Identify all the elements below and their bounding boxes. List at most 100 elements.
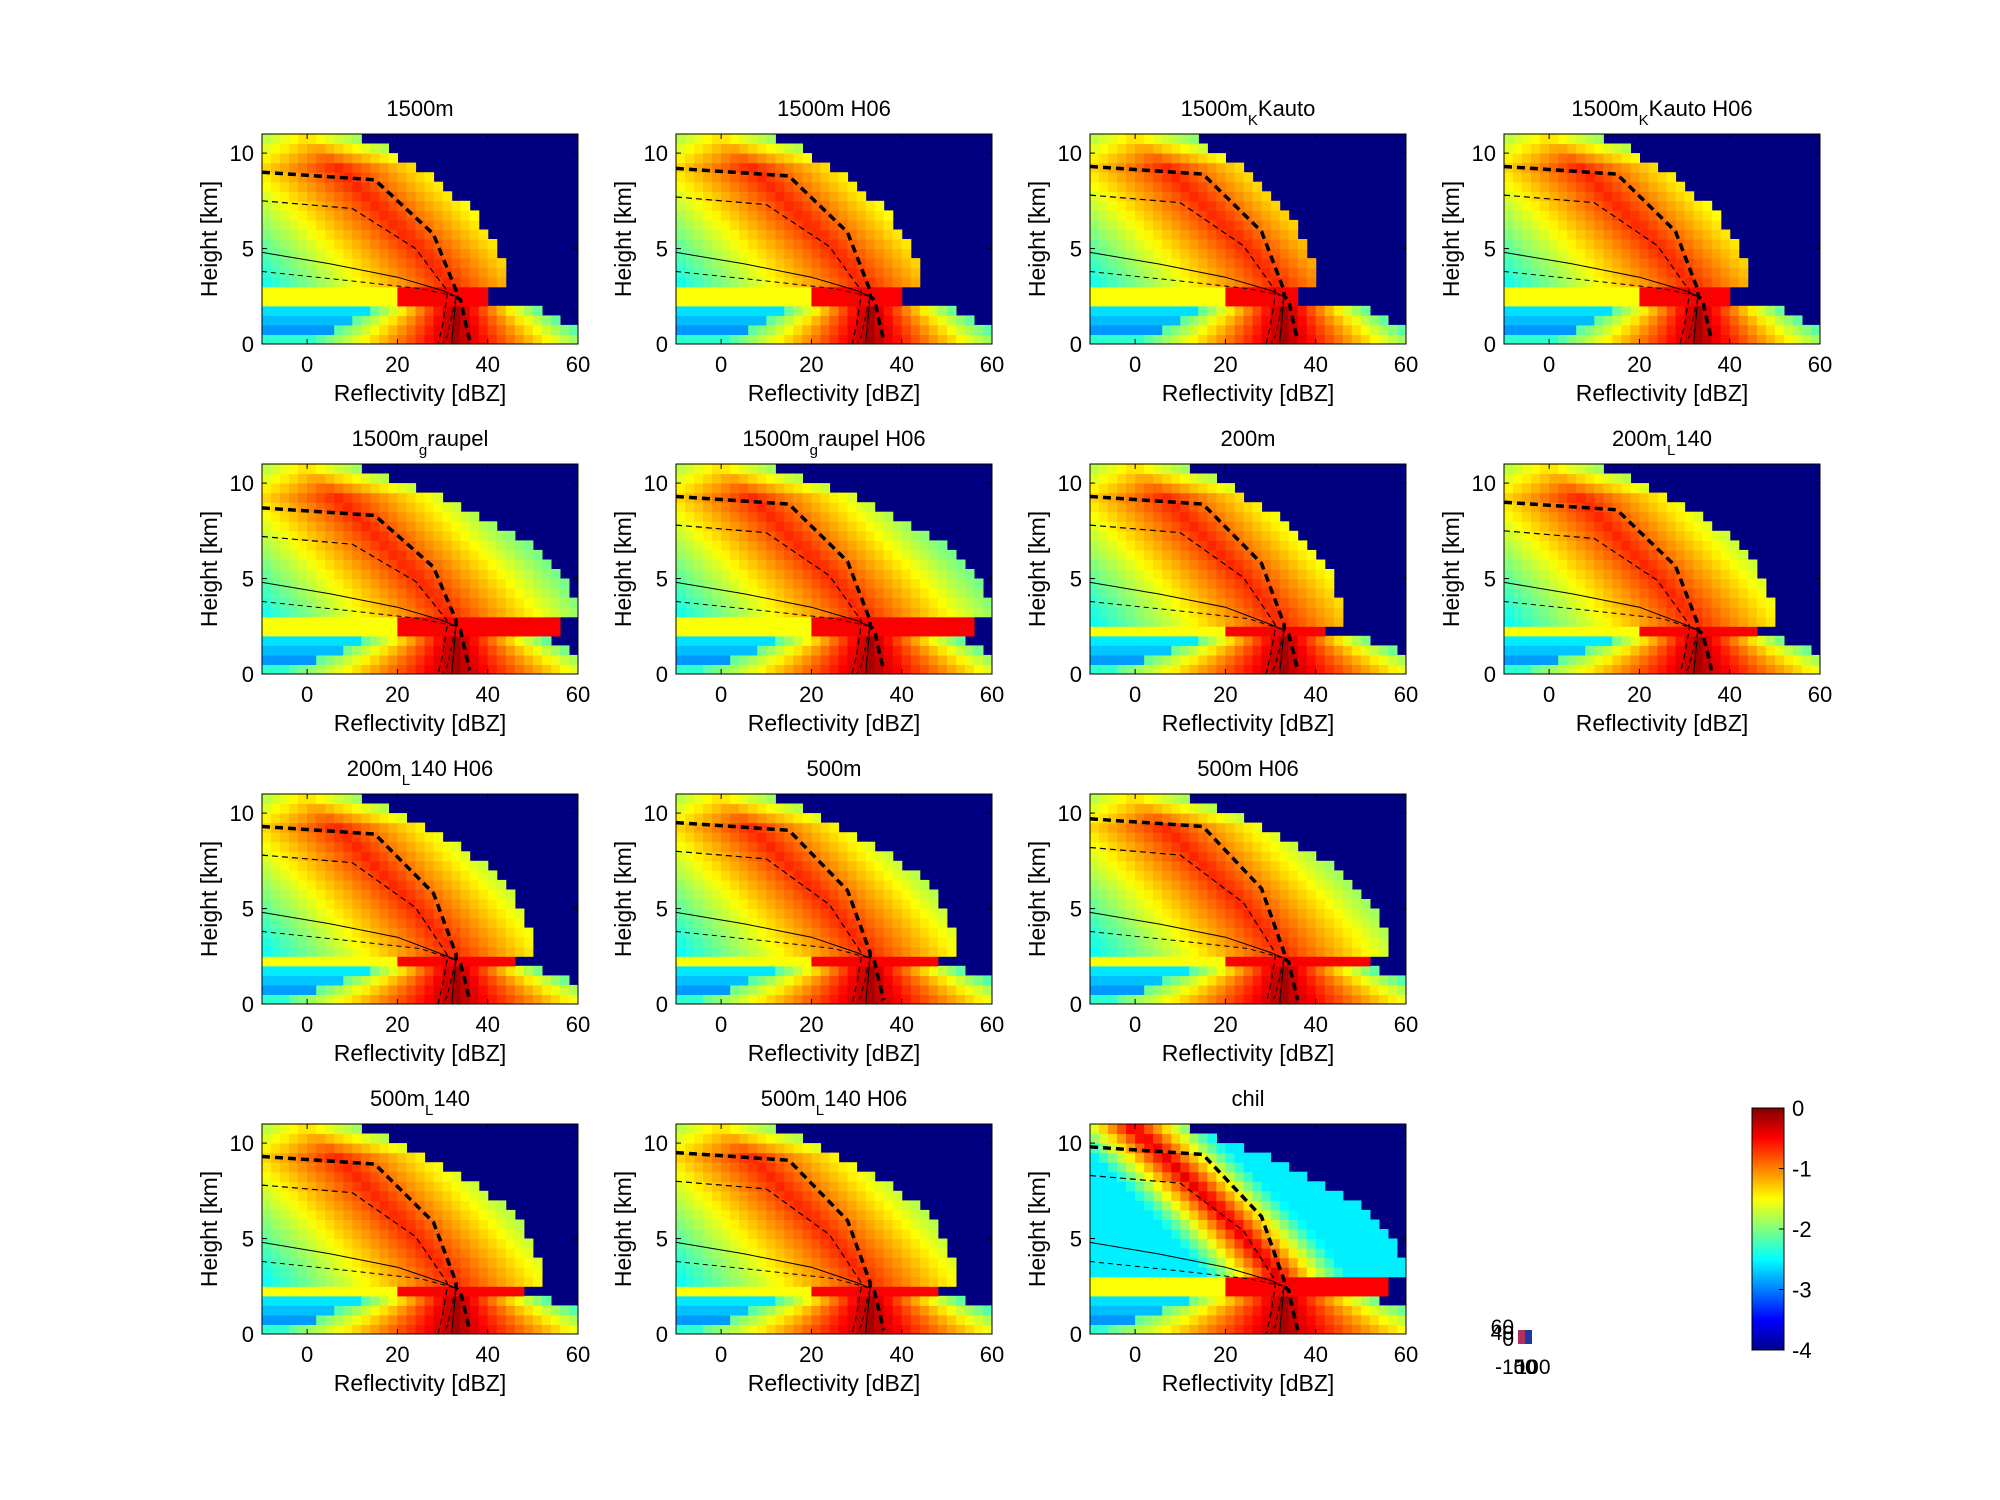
heatmap-cell — [1747, 578, 1758, 589]
heatmap-cell — [1540, 143, 1550, 154]
heatmap-cell — [1225, 229, 1235, 240]
heatmap-cell — [748, 143, 758, 154]
heatmap-cell — [1198, 473, 1208, 484]
heatmap-cell — [1513, 502, 1523, 513]
heatmap-cell — [1648, 502, 1659, 513]
heatmap-cell — [1567, 334, 1577, 344]
heatmap-cell — [1531, 134, 1541, 145]
heatmap-cell — [937, 616, 948, 627]
heatmap-cell — [721, 334, 731, 344]
heatmap-cell — [1243, 219, 1254, 230]
heatmap-cell — [406, 162, 417, 173]
heatmap-cell — [1540, 334, 1550, 344]
heatmap-cell — [829, 172, 840, 183]
heatmap-cell — [478, 530, 489, 541]
heatmap-cell — [1648, 559, 1659, 570]
heatmap-cell — [721, 229, 731, 240]
heatmap-cell — [847, 549, 858, 560]
heatmap-cell — [676, 521, 686, 532]
heatmap-cell — [1099, 334, 1109, 344]
heatmap-cell — [703, 483, 713, 494]
heatmap-cell — [820, 530, 831, 541]
heatmap-cell — [370, 191, 380, 202]
heatmap-cell — [964, 616, 975, 627]
heatmap-cell — [1675, 549, 1686, 560]
heatmap-cell — [1099, 324, 1109, 335]
heatmap-cell — [1657, 296, 1668, 307]
heatmap-cell — [1090, 607, 1100, 618]
heatmap-cell — [280, 616, 290, 627]
heatmap-cell — [829, 521, 840, 532]
heatmap-cell — [1216, 664, 1226, 674]
heatmap-cell — [1207, 654, 1217, 665]
heatmap-cell — [1657, 191, 1668, 202]
heatmap-cell — [451, 239, 462, 250]
heatmap-cell — [1306, 588, 1317, 599]
heatmap-cell — [730, 334, 740, 344]
heatmap-cell — [325, 956, 335, 967]
heatmap-cell — [1117, 511, 1127, 522]
heatmap-cell — [487, 588, 498, 599]
heatmap-cell — [1675, 248, 1686, 259]
heatmap-cell — [1234, 530, 1245, 541]
heatmap-cell — [1531, 473, 1541, 484]
heatmap-cell — [1252, 549, 1263, 560]
heatmap-cell — [343, 965, 353, 976]
heatmap-cell — [1639, 654, 1649, 665]
heatmap-cell — [361, 994, 371, 1004]
heatmap-cell — [784, 286, 794, 297]
heatmap-cell — [1594, 267, 1604, 278]
heatmap-cell — [1621, 645, 1631, 656]
heatmap-cell — [1567, 483, 1577, 494]
heatmap-cell — [901, 607, 912, 618]
heatmap-cell — [523, 305, 534, 316]
heatmap-cell — [1351, 305, 1362, 316]
heatmap-cell — [388, 334, 398, 344]
heatmap-cell — [523, 334, 534, 344]
heatmap-cell — [307, 664, 317, 674]
heatmap-cell — [1639, 305, 1649, 316]
panel-title-rest: Kauto — [1258, 96, 1316, 121]
heatmap-cell — [1243, 559, 1254, 570]
heatmap-cell — [1711, 286, 1722, 297]
heatmap-cell — [757, 588, 767, 599]
heatmap-cell — [334, 258, 344, 269]
heatmap-cell — [379, 324, 389, 335]
heatmap-cell — [532, 578, 543, 589]
heatmap-cell — [748, 219, 758, 230]
heatmap-cell — [784, 635, 794, 646]
heatmap-cell — [1135, 654, 1145, 665]
heatmap-cell — [1243, 181, 1254, 192]
heatmap-cell — [289, 153, 299, 164]
heatmap-cell — [721, 521, 731, 532]
heatmap-cell — [1504, 229, 1514, 240]
heatmap-cell — [892, 654, 903, 665]
heatmap-cell — [1540, 492, 1550, 503]
heatmap-cell — [442, 578, 453, 589]
heatmap-cell — [1315, 334, 1326, 344]
heatmap-cell — [1117, 635, 1127, 646]
heatmap-cell — [1216, 210, 1226, 221]
heatmap-cell — [1630, 549, 1640, 560]
heatmap-cell — [1207, 239, 1217, 250]
heatmap-cell — [478, 645, 489, 656]
heatmap-cell — [820, 664, 831, 674]
heatmap-cell — [1648, 530, 1659, 541]
heatmap-cell — [1513, 258, 1523, 269]
heatmap-cell — [739, 530, 749, 541]
heatmap-cell — [1270, 549, 1281, 560]
heatmap-cell — [1342, 315, 1353, 326]
heatmap-cell — [874, 521, 885, 532]
heatmap-cell — [1117, 200, 1127, 211]
heatmap-cell — [1621, 492, 1631, 503]
heatmap-cell — [1657, 239, 1668, 250]
heatmap-cell — [811, 616, 821, 627]
heatmap-cell — [1549, 616, 1559, 627]
heatmap-cell — [424, 984, 435, 995]
heatmap-cell — [1711, 267, 1722, 278]
heatmap-cell — [766, 153, 776, 164]
heatmap-cell — [703, 559, 713, 570]
heatmap-cell — [820, 540, 831, 551]
heatmap-cell — [1135, 153, 1145, 164]
heatmap-cell — [388, 153, 398, 164]
